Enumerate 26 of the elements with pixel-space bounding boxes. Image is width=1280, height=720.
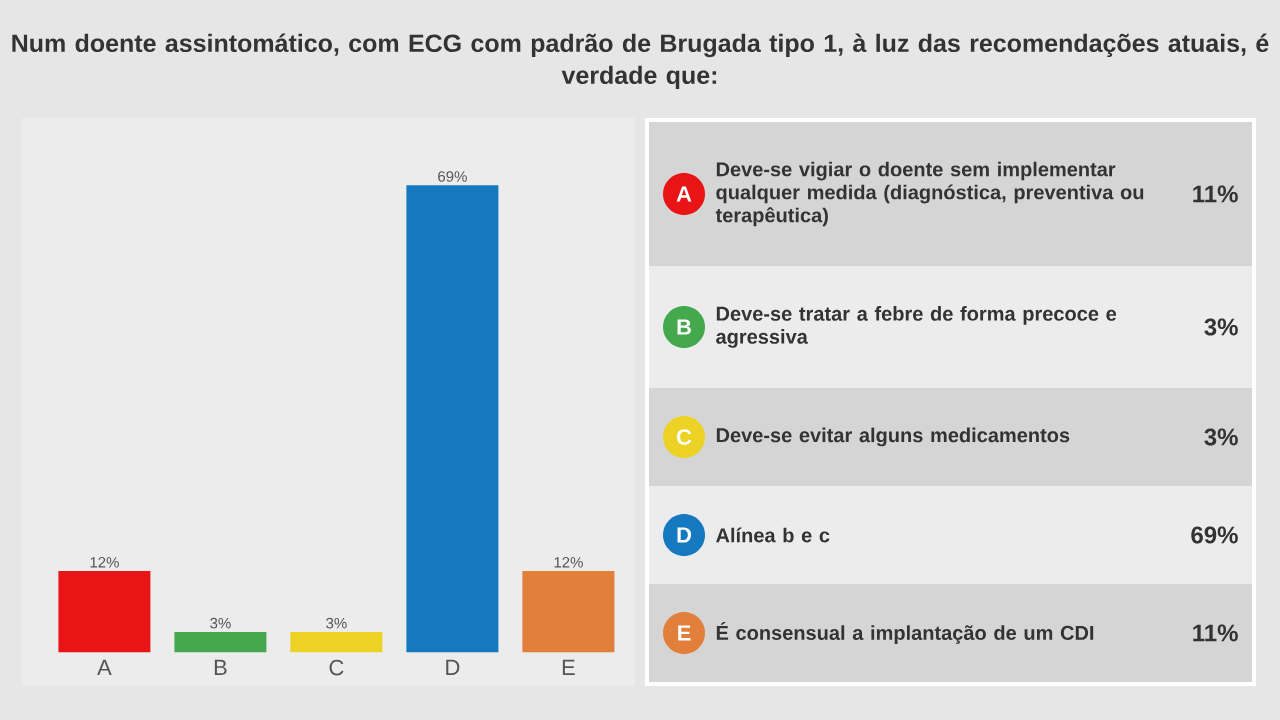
x-tick-label: A [97, 659, 112, 675]
text: Deve-se tratar a febre de forma precoce e agressiva [716, 306, 1117, 348]
data-label: 3% [326, 617, 347, 629]
text: 11% [1193, 624, 1238, 642]
data-label: 69% [438, 171, 467, 182]
text: Deve-se evitar alguns medicamentos [716, 427, 1070, 447]
data-label: 12% [554, 556, 583, 568]
x-tick-label: D [446, 659, 460, 675]
x-tick-label: C [329, 659, 344, 676]
text: E [678, 625, 691, 641]
data-label: 3% [210, 617, 231, 629]
text: 3% [1204, 318, 1238, 336]
text: D [677, 527, 692, 543]
text: Alínea b e c [716, 527, 830, 543]
text: 3% [1204, 428, 1238, 446]
data-label: 12% [90, 556, 119, 568]
text: C [676, 429, 692, 445]
chart-title: Num doente assintomático, com ECG com padrão de Brugada tipo 1, à luz das recomendações atuais, é verdade que: [12, 33, 1269, 90]
text: 69% [1191, 526, 1238, 544]
text: É consensual a implantação de um CDI [716, 622, 1094, 644]
text: 11% [1193, 185, 1238, 203]
text: B [677, 319, 691, 335]
text: A [676, 186, 692, 202]
text: Deve-se vigiar o doente sem implementar qualquer medida (diagnóstica, preventiva ou terapêutica) [715, 161, 1144, 227]
x-tick-label: E [562, 659, 575, 675]
x-tick-label: B [214, 659, 227, 675]
